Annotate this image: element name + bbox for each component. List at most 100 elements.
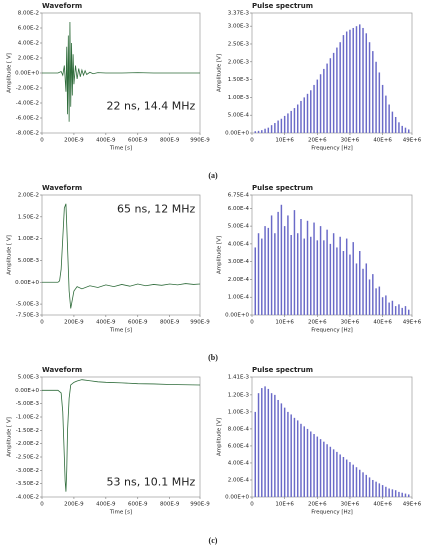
bar (345, 459, 348, 497)
bar (404, 127, 407, 133)
bar (283, 226, 286, 315)
y-tick-label: -1.50E-2 (16, 428, 39, 434)
bar (339, 454, 341, 497)
x-tick-label: 990E-9 (190, 138, 210, 144)
bar (372, 274, 374, 315)
x-tick-label: 30E+6 (341, 138, 360, 144)
plot-frame (41, 194, 201, 316)
y-tick-label: -2.00E-2 (16, 86, 39, 92)
annotation: 65 ns, 12 MHz (117, 202, 195, 215)
x-tick-label: 200E-9 (64, 320, 84, 326)
bar (264, 226, 266, 315)
bar (306, 93, 309, 133)
bar (306, 220, 309, 315)
bar (296, 233, 299, 315)
bar (352, 464, 354, 497)
y-tick-label: -1.00E-2 (16, 415, 39, 421)
plot-frame (251, 194, 413, 316)
bar (319, 226, 322, 315)
bar (290, 414, 292, 497)
bar (378, 72, 381, 133)
y-tick-label: -2.50E-2 (16, 455, 39, 461)
bar (381, 84, 384, 133)
bar (332, 449, 335, 497)
bar (274, 233, 276, 315)
bar (401, 492, 403, 497)
bar (359, 24, 361, 133)
bar (293, 108, 296, 133)
bar (339, 42, 341, 133)
bar (300, 219, 302, 315)
bar (368, 42, 371, 133)
bar (326, 229, 328, 315)
y-tick-label: 8.00E-4 (228, 426, 250, 432)
bar (398, 491, 400, 497)
y-tick-label: -6.00E-2 (16, 116, 39, 122)
y-tick-label: 8.00E-2 (18, 11, 39, 17)
bar (394, 116, 397, 133)
bar (293, 417, 296, 497)
bar (378, 483, 381, 497)
plot-frame (251, 376, 413, 498)
bar (336, 47, 338, 134)
bar (319, 439, 322, 497)
bar (313, 84, 315, 133)
x-tick-label: 0 (40, 138, 44, 144)
bar (388, 302, 390, 315)
bar (300, 100, 302, 133)
bar (349, 254, 351, 315)
x-tick-label: 0 (250, 320, 254, 326)
x-tick-label: 10E+6 (275, 502, 294, 508)
y-tick-label: 3.37E-3 (228, 11, 250, 17)
bar (287, 411, 289, 497)
bar (355, 26, 358, 134)
y-tick-label: 2.00E-2 (18, 193, 39, 199)
x-tick-label: 30E+6 (341, 320, 360, 326)
bar (349, 29, 351, 134)
bar (345, 238, 348, 315)
y-tick-label: 6.00E-4 (228, 443, 250, 449)
y-tick-label: -3.50E-2 (16, 481, 39, 487)
x-tick-label: 0 (250, 502, 254, 508)
y-tick-label: 3.00E-3 (228, 24, 250, 30)
bar (254, 247, 256, 315)
y-axis-label: Amplitude [ V] (7, 53, 13, 93)
chart-title: Pulse spectrum (252, 366, 313, 374)
x-tick-label: 30E+6 (341, 502, 360, 508)
bar (296, 104, 299, 133)
waveform-line (42, 21, 200, 122)
y-axis-label: Amplitude [V] (217, 54, 223, 92)
bar (375, 288, 377, 315)
bar (368, 279, 371, 315)
x-tick-label: 49E+6 (403, 502, 422, 508)
bar (365, 33, 368, 133)
y-tick-label: -4.00E-2 (16, 101, 39, 107)
y-tick-label: -8.00E-2 (16, 131, 39, 137)
bar (404, 306, 407, 315)
bar (303, 426, 305, 497)
y-tick-label: 1.00E-3 (228, 409, 250, 415)
y-tick-label: 3.00E-4 (228, 259, 250, 265)
bar (316, 79, 319, 133)
x-tick-label: 600E-9 (128, 138, 148, 144)
bar (381, 485, 384, 497)
annotation: 53 ns, 10.1 MHz (107, 476, 196, 489)
x-tick-label: 40E+6 (373, 320, 392, 326)
y-tick-label: -5.00E-3 (16, 401, 40, 407)
bar (345, 31, 348, 134)
x-tick-label: 0 (40, 502, 44, 508)
bar (372, 479, 374, 497)
y-tick-label: 6.00E-2 (18, 26, 39, 32)
bar (398, 304, 400, 315)
caption: (c) (209, 536, 218, 545)
bar (391, 300, 394, 315)
bar (362, 268, 364, 315)
y-tick-label: -4.00E-2 (16, 495, 39, 501)
bar (372, 51, 374, 133)
bar (323, 441, 325, 497)
x-tick-label: 10E+6 (275, 320, 294, 326)
bar (300, 423, 302, 497)
y-tick-label: 2.00E-3 (228, 59, 250, 65)
y-tick-label: -5.00E-3 (16, 302, 40, 308)
bar (404, 493, 407, 497)
